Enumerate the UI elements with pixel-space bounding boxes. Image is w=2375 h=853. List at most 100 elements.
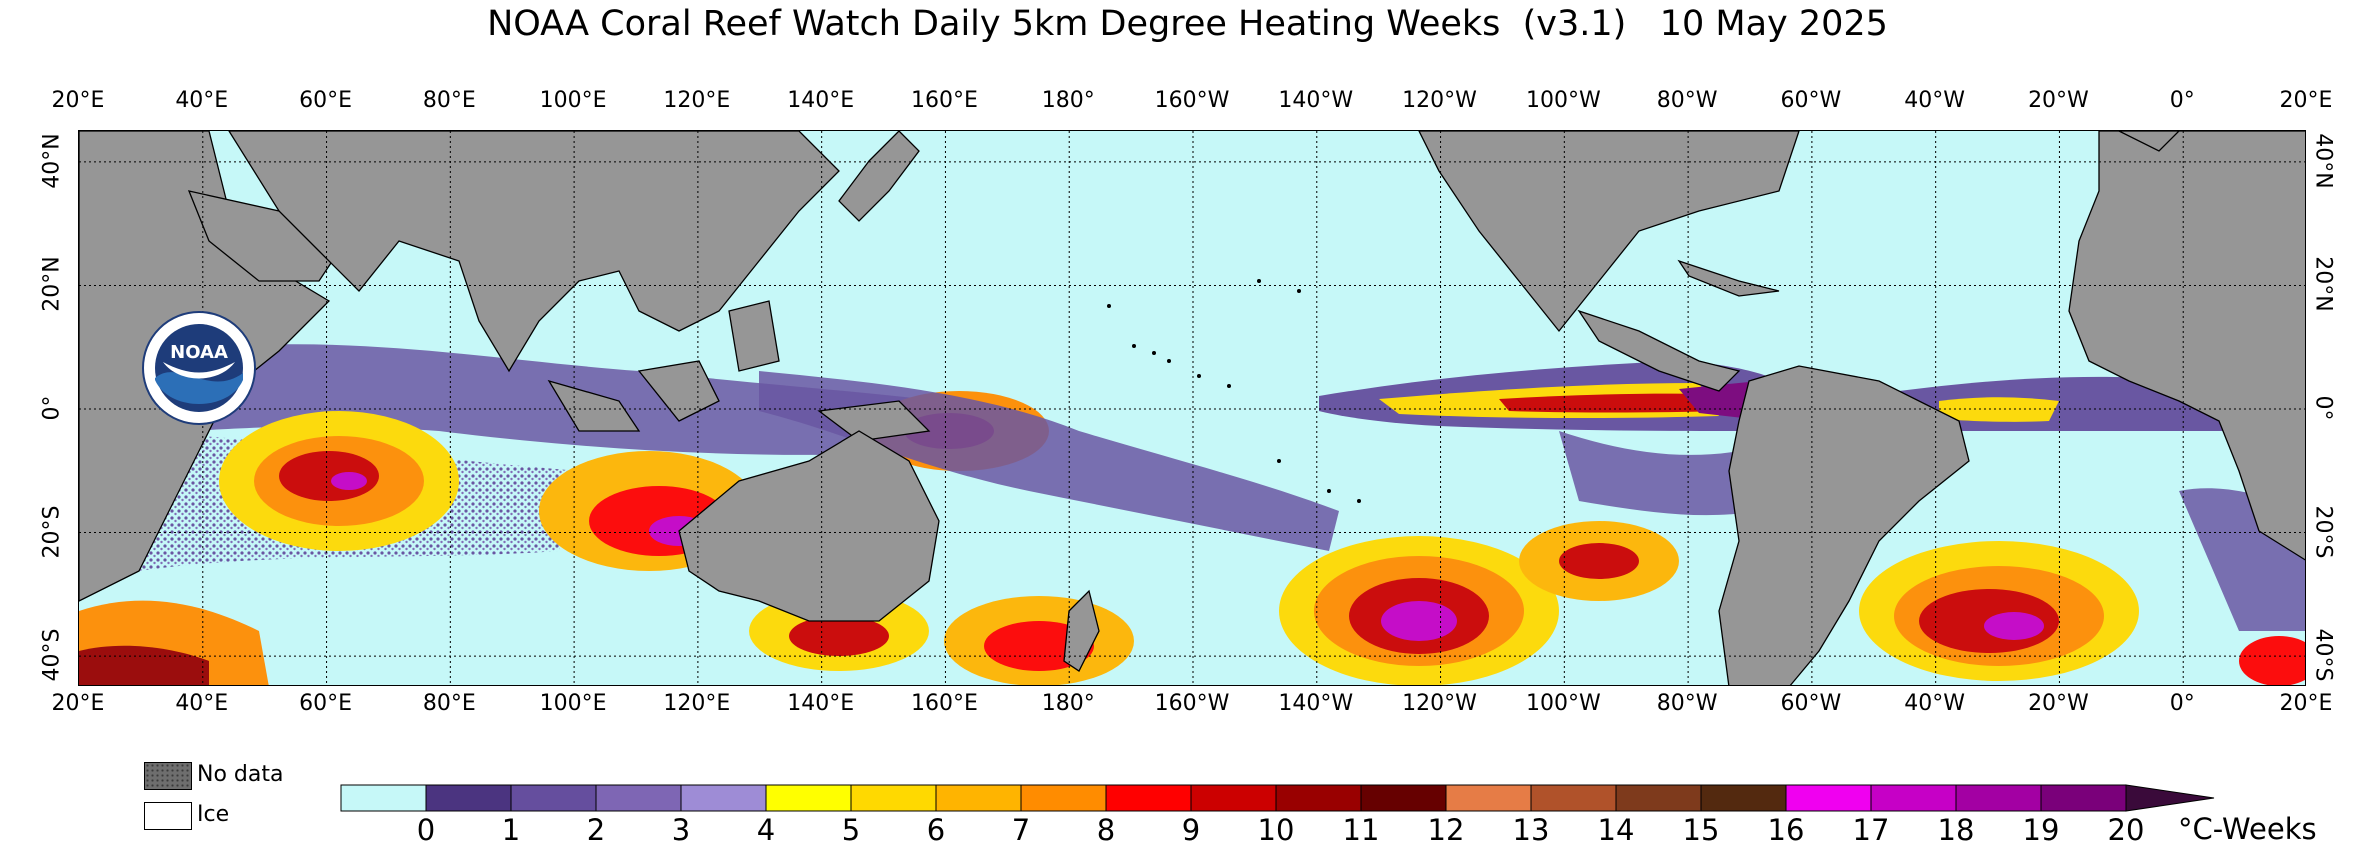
colorbar-cell [595,784,682,812]
south-america-land [1718,365,1970,685]
colorbar-tick-label: 8 [1096,813,1116,847]
longitude-label: 0° [2169,691,2195,716]
colorbar-cell [765,784,852,812]
colorbar-tick-label: 11 [1342,813,1380,847]
colorbar-cell [340,784,427,812]
longitude-label: 40°E [175,691,229,716]
latitude-label: 20°S [2310,505,2336,559]
pacific-islands [1107,279,1361,503]
colorbar-cell [1615,784,1702,812]
colorbar-tick-label: 20 [2107,813,2145,847]
ice-label: Ice [197,802,230,827]
longitude-label: 20°E [2279,88,2333,113]
colorbar-cell [1105,784,1192,812]
colorbar-tick-label: 18 [1937,813,1975,847]
heat-field [79,344,2305,685]
latitude-label: 40°S [2310,628,2336,682]
longitude-label: 120°W [1402,691,1477,716]
colorbar-cell [1785,784,1872,812]
latitude-label: 0° [39,395,65,421]
colorbar-tick-label: 2 [586,813,606,847]
colorbar-cell [1020,784,1107,812]
longitude-label: 160°W [1154,88,1230,113]
longitude-labels-bottom: 20°E 40°E 60°E 80°E 100°E 120°E 140°E 160°E 180°… [0,691,2375,725]
colorbar-tick-label: 9 [1181,813,1201,847]
colorbar-cell [1955,784,2042,812]
longitude-label: 120°W [1402,88,1477,113]
colorbar-cell [1700,784,1787,812]
longitude-label: 60°E [299,691,352,716]
colorbar-units: °C-Weeks [2178,812,2317,846]
colorbar [340,784,2215,812]
latitude-label: 20°S [39,505,65,559]
colorbar-cell [1530,784,1617,812]
colorbar-tick-label: 1 [501,813,521,847]
longitude-label: 80°W [1656,691,1718,716]
australia-land [678,430,940,622]
longitude-label: 40°W [1904,88,1966,113]
longitude-label: 80°E [422,691,476,716]
latitude-label: 40°N [39,133,65,189]
colorbar-cell [1190,784,1277,812]
longitude-label: 20°W [2028,88,2089,113]
longitude-label: 160°W [1154,691,1230,716]
colorbar-cell [425,784,512,812]
colorbar-cell [935,784,1022,812]
longitude-label: 120°E [663,88,731,113]
longitude-label: 100°E [539,88,607,113]
ice-swatch [144,802,192,830]
longitude-label: 80°E [422,88,476,113]
colorbar-tick-label: 3 [671,813,691,847]
longitude-label: 140°W [1278,691,1354,716]
latitude-label: 40°N [2310,133,2336,189]
longitude-label: 40°E [175,88,229,113]
longitude-label: 140°E [787,691,855,716]
colorbar-cell [1445,784,1532,812]
longitude-label: 60°W [1780,691,1842,716]
longitude-label: 40°W [1904,691,1966,716]
colorbar-cell [510,784,597,812]
colorbar-extend-arrow [2125,784,2215,812]
colorbar-tick-label: 4 [756,813,776,847]
map-canvas: NOAA [79,131,2305,685]
colorbar-tick-label: 6 [926,813,946,847]
noaa-logo-text: NOAA [170,342,228,363]
longitude-label: 80°W [1656,88,1718,113]
longitude-label: 0° [2169,88,2195,113]
latitude-labels-right: 40°N 20°N 0° 20°S 40°S [2303,0,2343,853]
colorbar-tick-label: 12 [1427,813,1465,847]
asia-land [228,131,840,373]
longitude-label: 20°E [51,691,105,716]
colorbar-tick-label: 0 [416,813,436,847]
longitude-label: 180° [1041,691,1095,716]
longitude-label: 100°W [1525,691,1601,716]
colorbar-tick-label: 5 [841,813,861,847]
africa-east-land [2068,131,2305,561]
colorbar-tick-label: 7 [1011,813,1031,847]
no-data-swatch [144,762,192,790]
longitude-label: 20°E [2279,691,2333,716]
map-title: NOAA Coral Reef Watch Daily 5km Degree H… [487,4,1888,44]
longitude-label: 60°E [299,88,352,113]
colorbar-tick-label: 17 [1852,813,1890,847]
colorbar-cell [850,784,937,812]
latitude-label: 0° [2310,395,2336,421]
colorbar-tick-label: 16 [1767,813,1805,847]
colorbar-cell [1360,784,1447,812]
colorbar-tick-label: 19 [2022,813,2060,847]
longitude-labels-top: 20°E 40°E 60°E 80°E 100°E 120°E 140°E 160°E 180°… [0,88,2375,122]
longitude-label: 20°E [51,88,105,113]
longitude-label: 160°E [910,88,978,113]
latitude-label: 40°S [39,628,65,682]
colorbar-tick-label: 14 [1597,813,1635,847]
longitude-label: 140°W [1278,88,1354,113]
colorbar-cell [680,784,767,812]
longitude-label: 20°W [2028,691,2089,716]
longitude-label: 100°E [539,691,607,716]
colorbar-tick-label: 10 [1257,813,1295,847]
colorbar-tick-label: 15 [1682,813,1720,847]
longitude-label: 140°E [787,88,855,113]
longitude-label: 180° [1041,88,1095,113]
longitude-label: 100°W [1525,88,1601,113]
colorbar-cell [1870,784,1957,812]
